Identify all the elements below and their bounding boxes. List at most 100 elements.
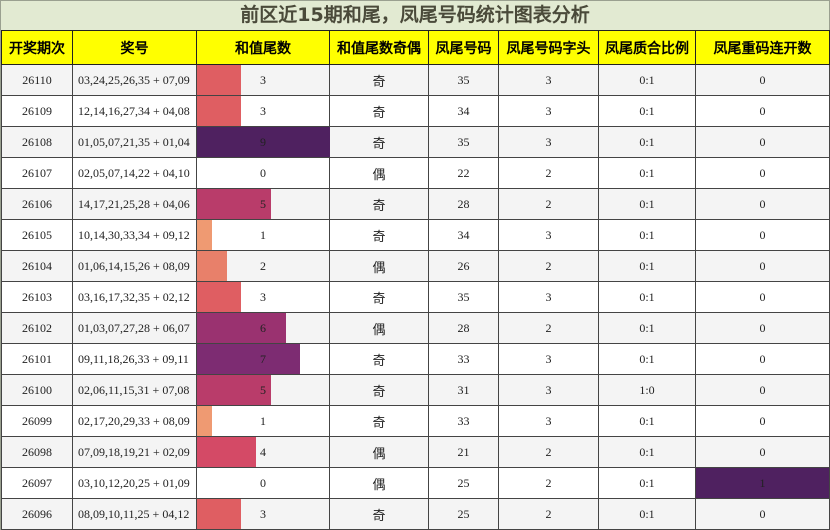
parity-cell: 奇 [329, 374, 429, 406]
tail-head-cell: 3 [498, 126, 599, 158]
table-row: 26105 10,14,30,33,34 + 09,12 1 奇 34 3 0:1 0 [1, 219, 830, 251]
sum-tail-cell: 5 [196, 374, 330, 406]
table-row: 26102 01,03,07,27,28 + 06,07 6 偶 28 2 0:1 0 [1, 312, 830, 344]
tail-head-cell: 3 [498, 219, 599, 251]
period-cell: 26106 [1, 188, 73, 220]
numbers-cell: 02,17,20,29,33 + 08,09 [72, 405, 197, 437]
numbers-cell: 08,09,10,11,25 + 04,12 [72, 498, 197, 530]
period-cell: 26104 [1, 250, 73, 282]
chart-title: 前区近15期和尾，凤尾号码统计图表分析 [1, 1, 829, 31]
period-cell: 26105 [1, 219, 73, 251]
sum-tail-bar [197, 313, 286, 343]
sum-tail-bar [197, 251, 227, 281]
period-cell: 26110 [1, 64, 73, 96]
period-cell: 26103 [1, 281, 73, 313]
repeat-count-cell: 0 [695, 95, 830, 127]
parity-cell: 奇 [329, 281, 429, 313]
numbers-cell: 03,10,12,20,25 + 01,09 [72, 467, 197, 499]
table-row: 26109 12,14,16,27,34 + 04,08 3 奇 34 3 0:1 0 [1, 95, 830, 127]
stats-table: 开奖期次 奖号 和值尾数 和值尾数奇偶 凤尾号码 凤尾号码字头 凤尾质合比例 凤… [1, 30, 830, 530]
parity-cell: 偶 [329, 436, 429, 468]
tail-head-cell: 3 [498, 281, 599, 313]
parity-cell: 奇 [329, 188, 429, 220]
sum-tail-label: 3 [260, 103, 266, 118]
sum-tail-label: 1 [260, 413, 266, 428]
sum-tail-label: 9 [260, 134, 266, 149]
sum-tail-bar [197, 127, 330, 157]
sum-tail-cell: 1 [196, 405, 330, 437]
sum-tail-bar [197, 437, 256, 467]
repeat-count-cell: 0 [695, 219, 830, 251]
numbers-cell: 10,14,30,33,34 + 09,12 [72, 219, 197, 251]
repeat-count-cell: 1 [695, 467, 830, 499]
tail-head-cell: 2 [498, 250, 599, 282]
repeat-count-cell: 0 [695, 436, 830, 468]
parity-cell: 奇 [329, 219, 429, 251]
tail-head-cell: 3 [498, 405, 599, 437]
prime-ratio-cell: 1:0 [598, 374, 696, 406]
prime-ratio-cell: 0:1 [598, 436, 696, 468]
sum-tail-bar [197, 375, 271, 405]
repeat-count-cell: 0 [695, 312, 830, 344]
tail-number-cell: 34 [428, 95, 499, 127]
tail-number-cell: 35 [428, 281, 499, 313]
tail-number-cell: 25 [428, 467, 499, 499]
tail-number-cell: 22 [428, 157, 499, 189]
tail-number-cell: 21 [428, 436, 499, 468]
parity-cell: 偶 [329, 250, 429, 282]
sum-tail-cell: 3 [196, 64, 330, 96]
parity-cell: 奇 [329, 126, 429, 158]
parity-cell: 偶 [329, 467, 429, 499]
numbers-cell: 09,11,18,26,33 + 09,11 [72, 343, 197, 375]
sum-tail-bar [197, 344, 300, 374]
sum-tail-cell: 1 [196, 219, 330, 251]
repeat-count-cell: 0 [695, 188, 830, 220]
header-numbers: 奖号 [72, 30, 197, 65]
parity-cell: 奇 [329, 498, 429, 530]
sum-tail-bar [197, 189, 271, 219]
sum-tail-label: 0 [260, 165, 266, 180]
repeat-count-cell: 0 [695, 250, 830, 282]
repeat-count-cell: 0 [695, 405, 830, 437]
prime-ratio-cell: 0:1 [598, 250, 696, 282]
prime-ratio-cell: 0:1 [598, 498, 696, 530]
repeat-count-cell: 0 [695, 126, 830, 158]
sum-tail-label: 6 [260, 320, 266, 335]
sum-tail-cell: 9 [196, 126, 330, 158]
period-cell: 26099 [1, 405, 73, 437]
tail-head-cell: 2 [498, 436, 599, 468]
sum-tail-label: 5 [260, 196, 266, 211]
table-row: 26096 08,09,10,11,25 + 04,12 3 奇 25 2 0:1 0 [1, 498, 830, 530]
sum-tail-label: 3 [260, 72, 266, 87]
repeat-count-cell: 0 [695, 498, 830, 530]
sum-tail-cell: 3 [196, 281, 330, 313]
table-row: 26108 01,05,07,21,35 + 01,04 9 奇 35 3 0:1 0 [1, 126, 830, 158]
repeat-count-cell: 0 [695, 374, 830, 406]
prime-ratio-cell: 0:1 [598, 219, 696, 251]
sum-tail-cell: 0 [196, 467, 330, 499]
period-cell: 26108 [1, 126, 73, 158]
tail-head-cell: 2 [498, 188, 599, 220]
prime-ratio-cell: 0:1 [598, 95, 696, 127]
prime-ratio-cell: 0:1 [598, 64, 696, 96]
table-row: 26103 03,16,17,32,35 + 02,12 3 奇 35 3 0:1 0 [1, 281, 830, 313]
numbers-cell: 02,05,07,14,22 + 04,10 [72, 157, 197, 189]
sum-tail-cell: 7 [196, 343, 330, 375]
table-row: 26097 03,10,12,20,25 + 01,09 0 偶 25 2 0:1 1 [1, 467, 830, 499]
period-cell: 26107 [1, 157, 73, 189]
header-prime-ratio: 凤尾质合比例 [598, 30, 696, 65]
header-sum-tail: 和值尾数 [196, 30, 330, 65]
parity-cell: 偶 [329, 312, 429, 344]
tail-head-cell: 3 [498, 64, 599, 96]
period-cell: 26098 [1, 436, 73, 468]
tail-number-cell: 33 [428, 343, 499, 375]
tail-head-cell: 2 [498, 312, 599, 344]
header-period: 开奖期次 [1, 30, 73, 65]
prime-ratio-cell: 0:1 [598, 188, 696, 220]
prime-ratio-cell: 0:1 [598, 312, 696, 344]
period-cell: 26097 [1, 467, 73, 499]
sum-tail-label: 5 [260, 382, 266, 397]
numbers-cell: 01,03,07,27,28 + 06,07 [72, 312, 197, 344]
sum-tail-label: 3 [260, 289, 266, 304]
